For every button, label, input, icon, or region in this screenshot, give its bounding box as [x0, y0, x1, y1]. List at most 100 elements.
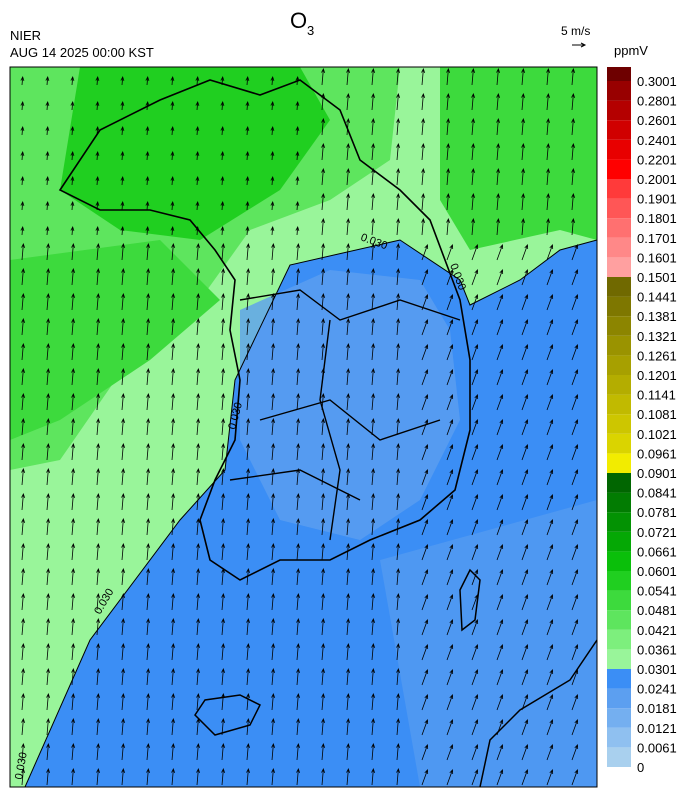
wind-arrow: [421, 618, 429, 636]
wind-arrow: [171, 268, 176, 286]
wind-arrow: [120, 201, 125, 211]
wind-arrow: [145, 126, 150, 136]
wind-arrow: [421, 268, 429, 286]
wind-arrow: [171, 368, 176, 386]
wind-arrow: [171, 743, 176, 761]
wind-arrow: [21, 418, 26, 436]
wind-arrow: [496, 218, 501, 236]
wind-arrow: [95, 101, 100, 111]
wind-arrow: [421, 518, 429, 536]
wind-arrow: [546, 768, 554, 786]
wind-arrow: [446, 318, 454, 336]
wind-arrow: [46, 593, 51, 611]
wind-arrow: [346, 293, 351, 311]
wind-arrow: [346, 593, 351, 611]
wind-arrow: [145, 76, 150, 86]
wind-arrow: [371, 143, 376, 161]
wind-arrow: [321, 768, 326, 786]
wind-arrow: [145, 151, 150, 161]
wind-arrow: [446, 518, 454, 536]
wind-arrow: [246, 618, 251, 636]
wind-arrow: [245, 126, 250, 136]
wind-arrow: [46, 643, 51, 661]
wind-arrow: [220, 76, 225, 86]
wind-arrow: [195, 151, 200, 161]
wind-arrow: [496, 718, 504, 736]
wind-arrow: [171, 668, 176, 686]
wind-arrow: [421, 568, 429, 586]
wind-arrow: [571, 93, 576, 111]
colorbar-label: 0.3001: [637, 74, 677, 89]
wind-arrow: [246, 318, 251, 336]
wind-arrow: [571, 468, 579, 486]
wind-arrow: [245, 176, 250, 186]
wind-arrow: [271, 643, 276, 661]
wind-arrow: [546, 668, 554, 686]
wind-arrow: [46, 468, 51, 486]
wind-arrow: [421, 493, 429, 511]
wind-arrow: [421, 143, 426, 161]
wind-arrow: [171, 618, 176, 636]
wind-arrow: [246, 418, 251, 436]
wind-arrow: [196, 668, 201, 686]
wind-arrow: [46, 668, 51, 686]
colorbar-label: 0.2201: [637, 152, 677, 167]
wind-arrow: [246, 243, 251, 261]
wind-arrow: [571, 143, 576, 161]
wind-arrow: [171, 318, 176, 336]
wind-arrow: [471, 743, 479, 761]
wind-arrow: [271, 693, 276, 711]
wind-arrow: [446, 743, 454, 761]
wind-arrow: [571, 193, 576, 211]
wind-arrow: [121, 268, 126, 286]
wind-arrow: [196, 468, 201, 486]
wind-arrow: [96, 693, 101, 711]
wind-arrow: [121, 718, 126, 736]
wind-arrow: [121, 743, 126, 761]
wind-arrow: [346, 93, 351, 111]
wind-arrow: [446, 593, 454, 611]
colorbar-box: [607, 120, 631, 140]
wind-arrow: [221, 418, 226, 436]
wind-arrow: [371, 768, 376, 786]
wind-arrow: [146, 243, 151, 261]
wind-arrow: [446, 143, 451, 161]
wind-arrow: [171, 443, 176, 461]
wind-arrow: [96, 268, 101, 286]
wind-arrow: [220, 176, 225, 186]
wind-arrow: [96, 593, 101, 611]
colorbar-box: [607, 179, 631, 199]
wind-arrow: [120, 176, 125, 186]
wind-arrow: [271, 343, 276, 361]
wind-arrow: [546, 543, 554, 561]
wind-arrow: [571, 68, 576, 86]
colorbar-label: 0.0601: [637, 564, 677, 579]
wind-arrow: [270, 76, 275, 86]
colorbar-label: 0.0661: [637, 544, 677, 559]
wind-arrow: [521, 68, 526, 86]
wind-arrow: [371, 668, 376, 686]
wind-arrow: [446, 418, 454, 436]
wind-arrow: [396, 518, 401, 536]
wind-arrow: [121, 443, 126, 461]
wind-arrow: [171, 768, 176, 786]
wind-arrow: [196, 743, 201, 761]
colorbar-label: 0.0721: [637, 525, 677, 540]
wind-arrow: [46, 543, 51, 561]
wind-arrow: [321, 118, 326, 136]
wind-arrow: [96, 568, 101, 586]
wind-arrow: [196, 618, 201, 636]
wind-arrow: [546, 268, 554, 286]
wind-arrow: [121, 418, 126, 436]
wind-arrow: [21, 618, 26, 636]
wind-arrow: [496, 768, 504, 786]
wind-arrow: [521, 693, 529, 711]
wind-arrow: [271, 618, 276, 636]
wind-arrow: [46, 568, 51, 586]
wind-arrow: [546, 343, 554, 361]
wind-arrow: [421, 543, 429, 561]
colorbar-box: [607, 100, 631, 121]
wind-arrow: [195, 76, 200, 86]
colorbar-label: 0.2601: [637, 113, 677, 128]
map: 0.030 0.030 0.030 0.030 0.030: [10, 67, 597, 787]
